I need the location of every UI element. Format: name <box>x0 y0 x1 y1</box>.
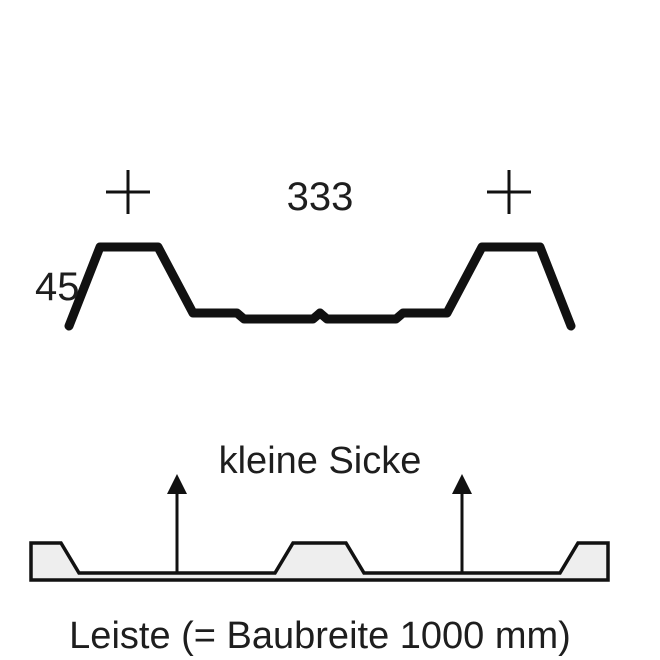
height-dimension: 45 <box>35 265 80 310</box>
sicke-label: kleine Sicke <box>219 440 422 483</box>
bottom-profile <box>31 543 608 580</box>
leiste-label: Leiste (= Baubreite 1000 mm) <box>69 615 571 658</box>
arrow-head-icon <box>452 474 472 494</box>
top-profile-right <box>320 247 571 326</box>
arrow-head-icon <box>167 474 187 494</box>
top-profile-left <box>69 247 320 326</box>
pitch-dimension: 333 <box>287 175 354 220</box>
